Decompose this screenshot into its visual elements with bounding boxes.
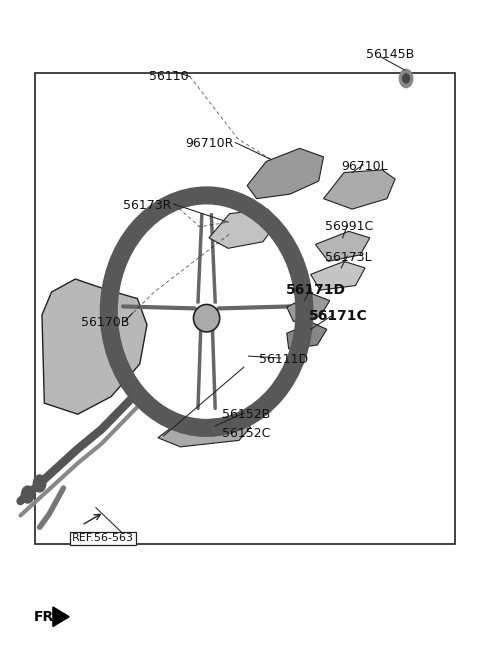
Polygon shape	[42, 279, 147, 414]
Polygon shape	[247, 148, 324, 199]
Polygon shape	[53, 607, 69, 626]
Circle shape	[399, 70, 413, 88]
Text: 56111D: 56111D	[259, 353, 309, 366]
Polygon shape	[324, 170, 395, 209]
Text: FR.: FR.	[34, 609, 60, 624]
Circle shape	[22, 486, 34, 503]
Circle shape	[403, 74, 409, 83]
Text: 56170B: 56170B	[81, 316, 130, 329]
Polygon shape	[315, 232, 370, 261]
Polygon shape	[209, 209, 277, 249]
Circle shape	[34, 475, 46, 492]
Text: 56110: 56110	[149, 70, 188, 83]
Text: 56145B: 56145B	[366, 49, 414, 62]
Polygon shape	[311, 261, 365, 290]
Text: 56991C: 56991C	[324, 220, 373, 234]
Polygon shape	[287, 294, 330, 321]
Polygon shape	[158, 418, 251, 447]
Text: 96710L: 96710L	[342, 159, 388, 173]
Text: 56171C: 56171C	[309, 309, 367, 323]
Ellipse shape	[193, 304, 220, 332]
Text: REF.56-563: REF.56-563	[72, 533, 134, 543]
Text: 56152C: 56152C	[222, 427, 270, 440]
Text: 56173L: 56173L	[325, 251, 372, 264]
Text: 96710R: 96710R	[185, 137, 233, 150]
Text: 56171D: 56171D	[286, 283, 346, 297]
Text: 56173R: 56173R	[123, 199, 171, 212]
Text: 56152B: 56152B	[222, 408, 270, 420]
Polygon shape	[287, 323, 327, 349]
Bar	[35, 73, 455, 544]
